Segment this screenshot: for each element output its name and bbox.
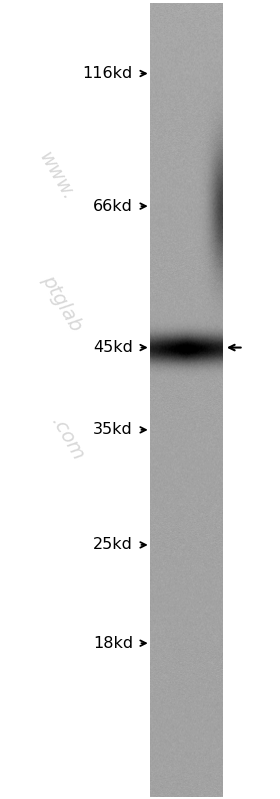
Text: ptglab: ptglab	[38, 272, 85, 336]
Text: 18kd: 18kd	[93, 636, 133, 650]
Text: .com: .com	[47, 414, 87, 465]
Text: www.: www.	[34, 148, 78, 204]
Text: 35kd: 35kd	[93, 423, 133, 437]
Text: 25kd: 25kd	[93, 538, 133, 552]
Text: 66kd: 66kd	[93, 199, 133, 213]
Text: 116kd: 116kd	[83, 66, 133, 81]
Text: 45kd: 45kd	[93, 340, 133, 355]
